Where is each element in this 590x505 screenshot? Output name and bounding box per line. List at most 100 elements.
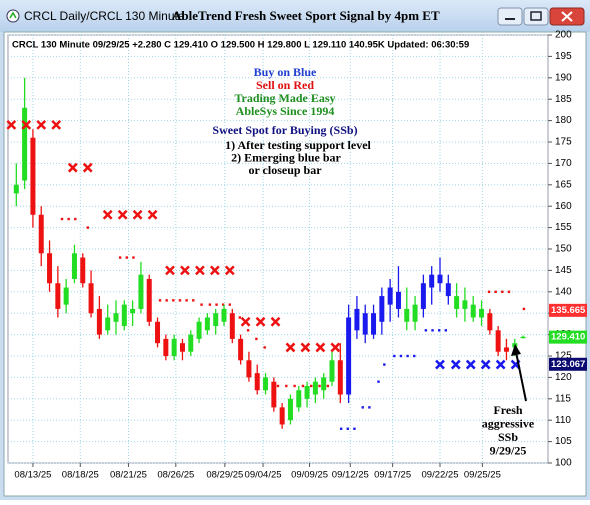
y-tick-label: 120 [555,372,572,383]
annotation: Buy on Blue [254,65,317,79]
stop-dot [172,299,175,302]
annotation: Trading Made Easy [234,91,335,105]
candle-body [171,338,177,356]
x-tick-label: 08/26/25 [157,470,194,481]
candle-body [412,304,418,322]
close-icon [561,11,573,22]
candle-body [63,287,69,305]
candle-body [296,390,302,408]
candle-body [121,304,127,327]
y-tick-label: 115 [555,393,571,404]
stop-dot [406,354,409,358]
annotation: or closeup bar [248,163,322,177]
stop-dot [276,384,280,388]
signal-x [165,265,175,276]
y-tick-label: 140 [555,286,572,297]
signal-x [67,162,78,173]
candle-body [362,313,368,335]
candle-body [520,336,526,339]
candle-body [379,296,385,322]
stop-dot [377,380,380,383]
y-tick-label: 195 [555,51,572,62]
stop-dot [318,384,321,388]
window-icon [9,11,17,19]
candle-body [329,360,335,382]
y-tick-label: 170 [555,158,572,169]
signal-x [6,119,17,130]
stop-dot [263,346,266,349]
signal-x [117,209,128,220]
candle-body [337,360,343,395]
stop-dot [215,303,218,306]
y-tick-label: 100 [555,458,572,469]
stop-dot [487,290,491,293]
candle-body [130,308,136,314]
signal-x [180,265,190,276]
candle-body [462,300,468,309]
stop-dot [228,303,232,306]
price-label: 129.410 [551,332,585,343]
candle-body [163,338,169,356]
candle-body [454,296,460,309]
stop-dot [507,290,511,293]
stop-dot [368,406,371,409]
y-tick-label: 110 [555,415,571,426]
signal-x [465,359,476,370]
minimize-button[interactable] [497,7,523,26]
signal-x [300,342,311,353]
signal-x [224,265,235,276]
signal-x [480,359,491,370]
candle-body [13,184,19,194]
x-tick-label: 09/04/25 [245,470,282,481]
stop-dot [185,299,188,302]
stop-dot [165,299,168,302]
signal-x [132,209,143,220]
y-tick-label: 165 [555,179,572,190]
stop-dot [383,363,386,366]
candle-body [271,381,277,408]
y-tick-label: 145 [555,265,572,276]
price-label: 123.067 [551,359,585,370]
candle-body [80,257,86,284]
stop-dot [393,354,396,358]
stop-dot [200,303,203,306]
stop-dot [158,299,162,302]
stop-dot [67,217,70,221]
annotation: 1) After testing support level [225,138,371,152]
stop-dot [285,384,288,388]
candle-body [346,317,352,395]
stop-dot [132,256,135,259]
title-bar [0,0,590,32]
signal-x [255,316,266,327]
chart-layer: 1001051101151201251301351401451501551601… [6,30,587,481]
stop-dot [310,384,313,388]
candle-body [321,377,327,391]
stop-dot [221,303,225,306]
stop-dot [501,290,504,293]
maximize-button[interactable] [523,7,549,26]
stop-dot [125,256,128,259]
stop-dot [293,384,296,388]
chart-panel [3,31,587,497]
stop-dot [431,329,434,332]
price-label-box [549,330,587,344]
candle-body [287,398,293,421]
candle-body [246,360,252,378]
candle-body [420,283,426,309]
candle-body [429,274,435,288]
candle-body [395,291,401,309]
candle-body [22,107,28,181]
x-tick-label: 09/17/25 [374,470,411,481]
candle-body [213,313,219,327]
candle-body [179,343,185,352]
price-label-box [549,357,587,371]
stop-dot [86,226,89,229]
signal-x [21,119,32,130]
candle-body [371,313,377,335]
candle-body [495,330,501,352]
callout-arrow [515,351,527,402]
stop-dot [74,217,77,221]
stop-dot [301,384,305,388]
